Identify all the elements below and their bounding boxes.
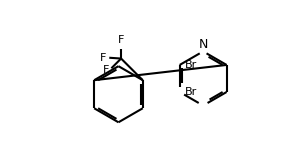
Text: N: N: [198, 38, 208, 51]
Text: Br: Br: [185, 60, 197, 70]
Text: Br: Br: [185, 87, 197, 97]
Text: F: F: [118, 35, 124, 45]
Text: F: F: [99, 53, 106, 63]
Text: F: F: [102, 65, 109, 75]
